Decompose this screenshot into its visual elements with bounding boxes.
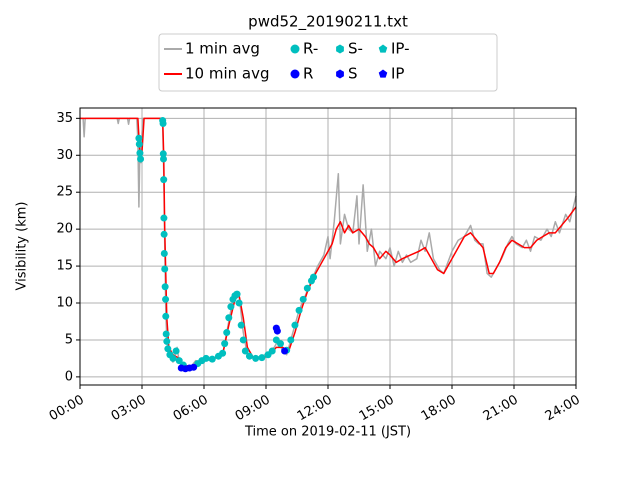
marker (378, 69, 388, 78)
marker (159, 150, 167, 158)
marker (163, 337, 171, 345)
marker (310, 273, 318, 281)
axes-frame (79, 107, 577, 386)
legend-label: S- (348, 40, 363, 58)
y-tick-label: 35 (56, 111, 73, 126)
marker (160, 250, 168, 258)
legend-label: S (348, 65, 358, 83)
marker (252, 354, 260, 362)
marker (172, 347, 180, 355)
legend-box (158, 33, 498, 92)
marker (227, 303, 235, 311)
marker (291, 321, 299, 329)
marker (336, 44, 344, 54)
marker (159, 120, 167, 128)
marker (136, 149, 144, 157)
marker (161, 283, 169, 291)
legend-label: R- (303, 40, 318, 58)
plot-area (80, 117, 577, 373)
marker (233, 290, 241, 298)
marker (290, 69, 300, 79)
marker (162, 330, 170, 338)
marker (208, 355, 216, 363)
marker (290, 44, 300, 54)
y-tick-label: 10 (56, 296, 73, 311)
marker (202, 354, 210, 362)
marker (135, 140, 143, 148)
marker (160, 214, 168, 222)
marker (239, 336, 247, 344)
marker (273, 327, 281, 335)
marker (336, 69, 344, 79)
marker (287, 336, 295, 344)
marker (135, 134, 143, 142)
marker (268, 347, 276, 355)
x-axis-label: Time on 2019-02-11 (JST) (244, 425, 411, 440)
marker (225, 314, 233, 322)
marker (175, 357, 183, 365)
marker (219, 349, 227, 357)
legend-label: 1 min avg (185, 40, 260, 58)
legend: 1 min avg 10 min avg R- R S- S IP- IP (158, 33, 498, 92)
chart-title: pwd52_20190211.txt (248, 13, 408, 32)
marker (276, 340, 284, 348)
marker (295, 306, 303, 314)
marker (162, 295, 170, 303)
y-tick-label: 30 (56, 148, 73, 163)
marker (245, 352, 253, 360)
marker (159, 155, 167, 163)
marker (162, 312, 170, 320)
marker (221, 340, 229, 348)
marker (160, 230, 168, 238)
marker (160, 176, 168, 184)
marker (258, 354, 266, 362)
marker (237, 321, 245, 329)
marker (303, 284, 311, 292)
marker (241, 347, 249, 355)
marker (137, 155, 145, 163)
marker (164, 345, 172, 353)
y-tick-label: 0 (65, 369, 73, 384)
marker (223, 329, 231, 337)
y-tick-label: 20 (56, 222, 73, 237)
marker (190, 363, 198, 371)
marker (299, 295, 307, 303)
y-tick-label: 5 (65, 332, 73, 347)
legend-label: IP- (391, 40, 410, 58)
legend-label: 10 min avg (185, 65, 270, 83)
y-tick-label: 25 (56, 185, 73, 200)
marker (235, 299, 243, 307)
y-axis-label: Visibility (km) (15, 202, 30, 291)
marker (169, 354, 177, 362)
marker (161, 265, 169, 273)
y-tick-label: 15 (56, 259, 73, 274)
marker (378, 44, 388, 53)
marker (281, 347, 289, 355)
legend-label: IP (391, 65, 404, 83)
legend-label: R (303, 65, 313, 83)
